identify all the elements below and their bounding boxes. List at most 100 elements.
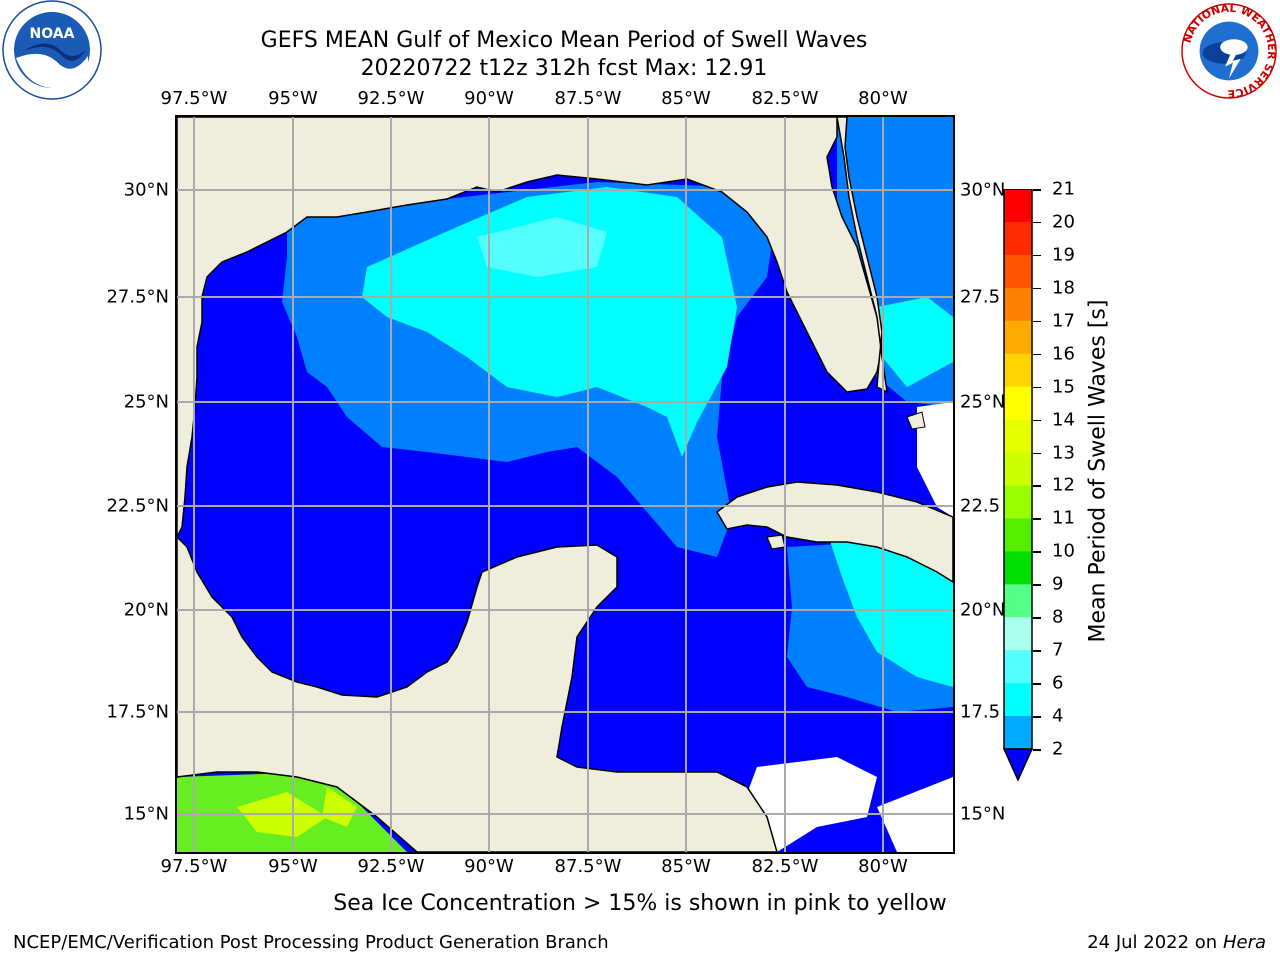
footer-date: 24 Jul 2022 on Hera xyxy=(1087,932,1266,953)
colorbar-tick-mark xyxy=(1033,452,1041,455)
colorbar-segment xyxy=(1004,254,1032,289)
colorbar-segment xyxy=(1004,683,1032,717)
colorbar-tick-label: 9 xyxy=(1052,573,1064,595)
colorbar-segment xyxy=(1004,221,1032,256)
colorbar-tick-mark xyxy=(1033,749,1041,751)
lat-label-right: 17.5 xyxy=(960,701,1001,723)
colorbar-label: Mean Period of Swell Waves [s] xyxy=(1085,299,1111,643)
footer-host: Hera xyxy=(1222,932,1266,953)
colorbar-tick-label: 20 xyxy=(1052,211,1075,233)
swell-band-6to8 xyxy=(362,187,737,457)
colorbar-tick-mark xyxy=(1033,221,1041,224)
colorbar-tick-label: 15 xyxy=(1052,376,1075,398)
map-grid xyxy=(177,117,953,852)
colorbar-tick-mark xyxy=(1033,254,1041,257)
colorbar-tick-label: 11 xyxy=(1052,507,1075,529)
colorbar xyxy=(1003,189,1033,781)
swell-band-yellowgreen2 xyxy=(322,787,357,827)
colorbar-tick-mark xyxy=(1033,189,1041,191)
colorbar-tick-mark xyxy=(1033,320,1041,323)
colorbar-tick-mark xyxy=(1033,716,1041,718)
lat-label-left: 22.5°N xyxy=(106,495,169,517)
colorbar-segment xyxy=(1004,353,1032,388)
chart-subtitle: 20220722 t12z 312h fcst Max: 12.91 xyxy=(360,56,768,81)
nodata-patch-east xyxy=(917,402,953,517)
colorbar-tick-mark xyxy=(1033,683,1041,685)
colorbar-tick-label: 16 xyxy=(1052,343,1075,365)
colorbar-segment xyxy=(1004,551,1032,585)
colorbar-segment xyxy=(1004,189,1032,223)
colorbar-tick-mark xyxy=(1033,617,1041,619)
colorbar-extend-triangle xyxy=(1003,748,1033,781)
noaa-logo: NOAA xyxy=(2,0,102,100)
colorbar-tick-label: 18 xyxy=(1052,277,1075,299)
lon-label-top: 95°W xyxy=(268,88,318,109)
lon-label-bottom: 87.5°W xyxy=(554,856,622,877)
colorbar-tick-label: 4 xyxy=(1052,705,1064,727)
colorbar-segment xyxy=(1004,617,1032,651)
colorbar-segment xyxy=(1004,485,1032,519)
colorbar-outline xyxy=(1003,189,1033,750)
colorbar-segment xyxy=(1004,386,1032,421)
swell-band-6to8-east xyxy=(877,297,953,387)
swell-band-8to9 xyxy=(477,217,607,277)
footer-credit: NCEP/EMC/Verification Post Processing Pr… xyxy=(13,932,609,953)
lat-label-left: 17.5°N xyxy=(106,701,169,723)
lat-label-right: 30°N xyxy=(960,179,1006,201)
colorbar-tick-mark xyxy=(1033,518,1041,520)
colorbar-tick-label: 17 xyxy=(1052,310,1075,332)
colorbar-tick-label: 10 xyxy=(1052,540,1075,562)
colorbar-segment xyxy=(1004,287,1032,322)
lon-label-bottom: 82.5°W xyxy=(751,856,819,877)
svg-text:NOAA: NOAA xyxy=(30,26,75,42)
map-canvas xyxy=(177,117,953,852)
colorbar-tick-label: 19 xyxy=(1052,244,1075,266)
lon-label-bottom: 90°W xyxy=(464,856,514,877)
lat-label-left: 27.5°N xyxy=(106,286,169,308)
colorbar-tick-mark xyxy=(1033,386,1041,389)
lat-label-right: 20°N xyxy=(960,599,1006,621)
lon-label-top: 97.5°W xyxy=(160,88,228,109)
lat-label-right: 22.5 xyxy=(960,495,1001,517)
lon-label-bottom: 95°W xyxy=(268,856,318,877)
colorbar-segment xyxy=(1004,419,1032,454)
colorbar-segment xyxy=(1004,650,1032,684)
nodata-patch-se xyxy=(737,757,877,852)
lat-label-right: 25°N xyxy=(960,391,1006,413)
lon-label-top: 87.5°W xyxy=(554,88,622,109)
colorbar-tick-label: 12 xyxy=(1052,474,1075,496)
colorbar-tick-label: 7 xyxy=(1052,639,1064,661)
lat-label-left: 15°N xyxy=(123,803,169,825)
colorbar-tick-label: 2 xyxy=(1052,738,1064,760)
colorbar-tick-mark xyxy=(1033,287,1041,290)
colorbar-segment xyxy=(1004,716,1032,750)
colorbar-tick-mark xyxy=(1033,353,1041,356)
colorbar-segment xyxy=(1004,320,1032,355)
lon-label-bottom: 92.5°W xyxy=(357,856,425,877)
colorbar-tick-mark xyxy=(1033,650,1041,652)
lat-label-left: 30°N xyxy=(123,179,169,201)
chart-title: GEFS MEAN Gulf of Mexico Mean Period of … xyxy=(260,28,868,53)
colorbar-tick-label: 21 xyxy=(1052,178,1075,200)
colorbar-segment xyxy=(1004,584,1032,618)
sea-ice-note: Sea Ice Concentration > 15% is shown in … xyxy=(0,891,1280,916)
lon-label-bottom: 85°W xyxy=(661,856,711,877)
lat-label-right: 15°N xyxy=(960,803,1006,825)
colorbar-tick-mark xyxy=(1033,551,1041,553)
colorbar-tick-label: 6 xyxy=(1052,672,1064,694)
lon-label-top: 92.5°W xyxy=(357,88,425,109)
lat-label-left: 25°N xyxy=(123,391,169,413)
nws-logo: NATIONAL WEATHER SERVICE xyxy=(1181,2,1278,100)
footer-date-text: 24 Jul 2022 on xyxy=(1087,932,1223,953)
lon-label-top: 85°W xyxy=(661,88,711,109)
lon-label-top: 90°W xyxy=(464,88,514,109)
colorbar-segment xyxy=(1004,518,1032,552)
sea-ice-note-text: Sea Ice Concentration > 15% is shown in … xyxy=(333,891,947,916)
map-panel xyxy=(175,115,955,854)
colorbar-tick-mark xyxy=(1033,485,1041,487)
colorbar-tick-mark xyxy=(1033,419,1041,422)
colorbar-tick-label: 8 xyxy=(1052,606,1064,628)
lat-label-right: 27.5 xyxy=(960,286,1001,308)
land-florida xyxy=(836,117,888,394)
colorbar-tick-label: 14 xyxy=(1052,409,1075,431)
